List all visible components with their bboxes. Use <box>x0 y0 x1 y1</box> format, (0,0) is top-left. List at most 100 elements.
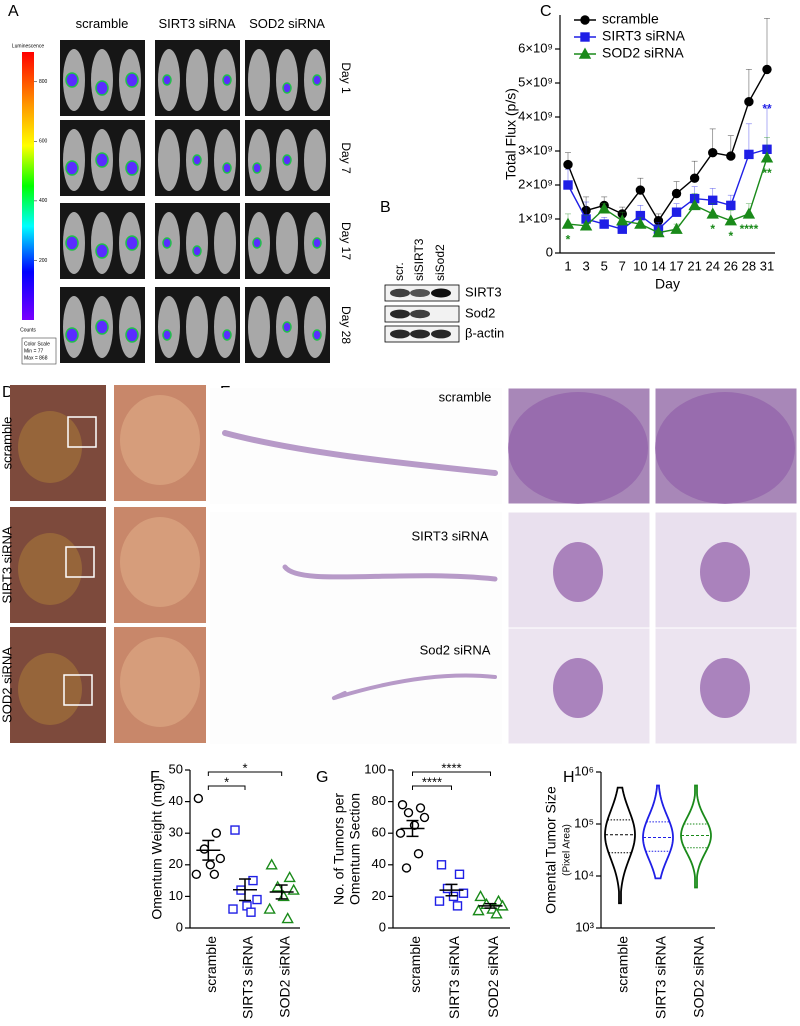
row-label: SIRT3 siRNA <box>0 526 14 603</box>
row-label: scramble <box>439 389 492 404</box>
band-label: Sod2 <box>465 305 495 320</box>
y-tick-label: 60 <box>372 825 386 840</box>
signal <box>282 321 292 333</box>
x-tick-label: scramble <box>407 936 423 993</box>
x-tick-label: SOD2 siRNA <box>485 935 501 1017</box>
signal <box>252 237 262 249</box>
x-tick-label: SIRT3 siRNA <box>240 935 256 1019</box>
day-label: Day 7 <box>339 142 353 174</box>
y-tick-label: 0 <box>176 919 183 934</box>
x-tick-label: SIRT3 siRNA <box>653 935 669 1019</box>
marker <box>211 828 222 838</box>
y-tick-label: 80 <box>372 793 386 808</box>
x-tick-label: 10 <box>633 258 647 273</box>
panel-letter: D <box>2 384 14 401</box>
y-tick-label: 3×10⁹ <box>518 142 553 157</box>
signal <box>95 319 109 335</box>
marker <box>215 853 226 864</box>
marker <box>228 904 238 914</box>
marker <box>283 870 296 883</box>
signal <box>312 237 322 249</box>
panel-letter: F <box>150 769 160 786</box>
signal <box>95 80 109 96</box>
band <box>390 288 410 298</box>
marker <box>688 198 701 211</box>
row-label: SOD2 siRNA <box>0 647 14 723</box>
marker <box>281 912 294 924</box>
row-label: Sod2 siRNA <box>420 642 491 657</box>
series-line <box>567 148 768 231</box>
marker <box>474 889 487 902</box>
zoom-box <box>63 674 93 706</box>
mouse <box>304 129 326 191</box>
tissue-strip <box>331 673 497 701</box>
marker <box>762 64 772 75</box>
y-tick-label: 30 <box>169 825 183 840</box>
y-tick-label: 0 <box>379 919 386 934</box>
significance: * <box>710 222 715 236</box>
marker <box>454 869 465 879</box>
section-scan <box>210 512 502 628</box>
mouse <box>276 212 298 274</box>
bracket <box>412 785 452 790</box>
marker <box>209 869 220 879</box>
mouse <box>214 212 236 274</box>
signal <box>192 245 202 257</box>
x-tick-label: scramble <box>203 936 219 993</box>
y-axis-label: Omentum Section <box>347 793 363 905</box>
panel-letter: C <box>540 3 552 20</box>
signal <box>162 74 172 86</box>
mouse <box>186 212 208 274</box>
marker <box>490 907 503 919</box>
marker <box>193 793 204 804</box>
marker <box>724 214 738 226</box>
x-tick-label: 26 <box>724 258 738 273</box>
significance: **** <box>740 222 759 236</box>
marker <box>248 875 258 886</box>
color-scale-text: Color Scale <box>24 341 50 347</box>
bracket <box>207 771 283 776</box>
mouse <box>248 129 270 191</box>
marker <box>246 907 256 917</box>
legend-label: scramble <box>602 11 659 27</box>
violin <box>680 784 712 889</box>
band <box>431 288 451 298</box>
violin <box>604 786 636 905</box>
significance: * <box>566 232 571 246</box>
color-scale-box <box>21 337 57 365</box>
marker <box>708 147 718 158</box>
mouse <box>214 129 236 191</box>
section-scan <box>210 628 502 744</box>
signal <box>65 235 79 251</box>
bracket <box>412 771 491 776</box>
violin <box>642 784 674 880</box>
y-axis-sublabel: (Pixel Area) <box>562 824 573 876</box>
signal <box>222 74 232 86</box>
signal <box>222 329 232 341</box>
band <box>431 329 451 339</box>
significance: **** <box>422 774 442 789</box>
significance: ** <box>762 166 772 180</box>
marker <box>452 901 463 911</box>
panel-letter: G <box>316 769 328 786</box>
legend-label: SIRT3 siRNA <box>602 28 686 44</box>
marker <box>252 894 262 905</box>
band-label: SIRT3 <box>465 284 502 299</box>
x-tick-label: SOD2 siRNA <box>691 935 707 1017</box>
signal <box>125 72 139 88</box>
y-tick-label: 1×10⁹ <box>518 210 553 225</box>
marker <box>597 202 611 214</box>
mouse <box>276 49 298 111</box>
row-label: scramble <box>0 417 14 470</box>
marker <box>616 214 629 226</box>
x-tick-label: 17 <box>669 258 683 273</box>
series-line <box>567 69 768 223</box>
mouse <box>158 296 180 358</box>
signal <box>282 154 292 166</box>
panel-letter: A <box>8 3 19 20</box>
colorbar-unit: Counts <box>20 327 36 333</box>
y-tick-label: 10³ <box>575 919 594 934</box>
colorbar-tick-label: 600 <box>39 139 48 145</box>
